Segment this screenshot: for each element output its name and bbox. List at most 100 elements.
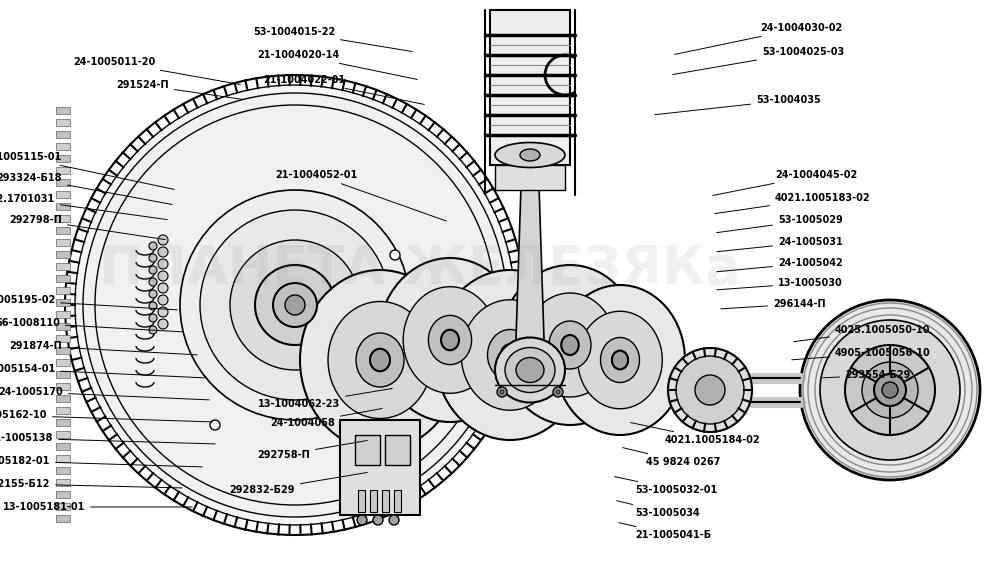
Ellipse shape [505, 347, 555, 392]
Circle shape [158, 283, 168, 293]
Text: 4022.1005162-10: 4022.1005162-10 [0, 410, 212, 422]
Bar [382, 490, 389, 512]
Ellipse shape [488, 329, 532, 381]
Bar [56, 395, 70, 402]
Bar [340, 420, 420, 515]
Text: 291524-П: 291524-П [116, 80, 244, 100]
Circle shape [845, 345, 935, 435]
Text: 24-1005115-01: 24-1005115-01 [0, 152, 174, 189]
Ellipse shape [500, 265, 640, 425]
Circle shape [83, 93, 507, 517]
Circle shape [273, 283, 317, 327]
Circle shape [149, 314, 157, 322]
Ellipse shape [495, 338, 565, 402]
Text: 292832-Б29: 292832-Б29 [230, 472, 367, 495]
Circle shape [75, 85, 515, 525]
Bar [358, 490, 365, 512]
Bar [56, 130, 70, 137]
Circle shape [556, 390, 560, 394]
Bar [56, 203, 70, 210]
Text: 4021.1005184-02: 4021.1005184-02 [631, 423, 761, 445]
Circle shape [200, 210, 390, 400]
Bar [56, 502, 70, 509]
Text: 4025.1005050-10: 4025.1005050-10 [794, 325, 930, 342]
Text: 53-1004025-03: 53-1004025-03 [673, 47, 844, 75]
Bar [56, 190, 70, 197]
Bar [56, 346, 70, 353]
Bar [56, 119, 70, 126]
Circle shape [695, 375, 725, 405]
Ellipse shape [370, 349, 390, 371]
Text: 24-1004058: 24-1004058 [270, 408, 382, 428]
Text: 292758-П: 292758-П [257, 440, 367, 460]
Text: 24-1005011-20: 24-1005011-20 [73, 57, 240, 85]
Ellipse shape [378, 258, 522, 422]
Circle shape [65, 75, 525, 535]
Text: 21-1004052-01: 21-1004052-01 [276, 170, 446, 221]
Text: 296144-П: 296144-П [721, 299, 826, 309]
Ellipse shape [600, 338, 640, 383]
Bar [56, 251, 70, 258]
Circle shape [497, 387, 507, 397]
Circle shape [158, 247, 168, 257]
Ellipse shape [516, 357, 544, 383]
Ellipse shape [461, 300, 559, 410]
Ellipse shape [435, 270, 585, 440]
Text: 292798-П: 292798-П [9, 215, 165, 239]
Text: 13-1005030: 13-1005030 [717, 278, 843, 290]
Text: 53-1005034: 53-1005034 [617, 500, 700, 518]
Bar [56, 274, 70, 281]
Circle shape [390, 250, 400, 260]
Circle shape [158, 307, 168, 317]
Bar [56, 214, 70, 221]
Bar [56, 419, 70, 426]
Ellipse shape [612, 350, 628, 369]
Circle shape [158, 295, 168, 305]
Text: 4905-1005056-10: 4905-1005056-10 [792, 348, 931, 360]
Text: 24-1004030-02: 24-1004030-02 [675, 23, 842, 54]
Text: 53-1005032-01: 53-1005032-01 [615, 477, 717, 495]
Circle shape [357, 515, 367, 525]
Circle shape [180, 190, 410, 420]
Text: 53-11-1005138: 53-11-1005138 [0, 433, 215, 444]
Circle shape [862, 362, 918, 418]
Ellipse shape [561, 335, 579, 355]
Bar [56, 454, 70, 461]
Ellipse shape [403, 287, 497, 393]
Bar [56, 491, 70, 498]
Text: 293554-Б29: 293554-Б29 [823, 370, 910, 380]
Circle shape [230, 240, 360, 370]
Bar [56, 155, 70, 162]
Text: 293324-Б18: 293324-Б18 [0, 173, 172, 204]
Circle shape [149, 278, 157, 286]
Ellipse shape [356, 333, 404, 387]
Bar [56, 166, 70, 173]
Circle shape [820, 320, 960, 460]
Text: 4021.1005183-02: 4021.1005183-02 [715, 193, 871, 214]
Circle shape [553, 387, 563, 397]
Bar [56, 406, 70, 413]
Ellipse shape [328, 301, 432, 419]
Circle shape [158, 235, 168, 245]
Text: 21-1004020-14: 21-1004020-14 [258, 50, 417, 79]
Bar [56, 359, 70, 366]
Circle shape [149, 254, 157, 262]
Text: 21-1005041-Б: 21-1005041-Б [619, 523, 711, 540]
Circle shape [158, 271, 168, 281]
Bar [56, 370, 70, 377]
Text: 24-1005154-01: 24-1005154-01 [0, 364, 205, 378]
Ellipse shape [428, 315, 472, 364]
Bar [370, 490, 377, 512]
Polygon shape [515, 155, 545, 370]
Circle shape [882, 382, 898, 398]
Text: 53-1005195-02: 53-1005195-02 [0, 295, 177, 310]
Text: 21-1004022-01: 21-1004022-01 [263, 75, 424, 105]
Bar [56, 298, 70, 305]
Bar [56, 322, 70, 329]
Text: 24-1005170: 24-1005170 [0, 387, 209, 400]
Bar [56, 227, 70, 234]
Circle shape [389, 515, 399, 525]
Text: 252155-Б12: 252155-Б12 [0, 479, 182, 489]
Circle shape [149, 266, 157, 274]
Text: 24-1005042: 24-1005042 [717, 258, 843, 272]
